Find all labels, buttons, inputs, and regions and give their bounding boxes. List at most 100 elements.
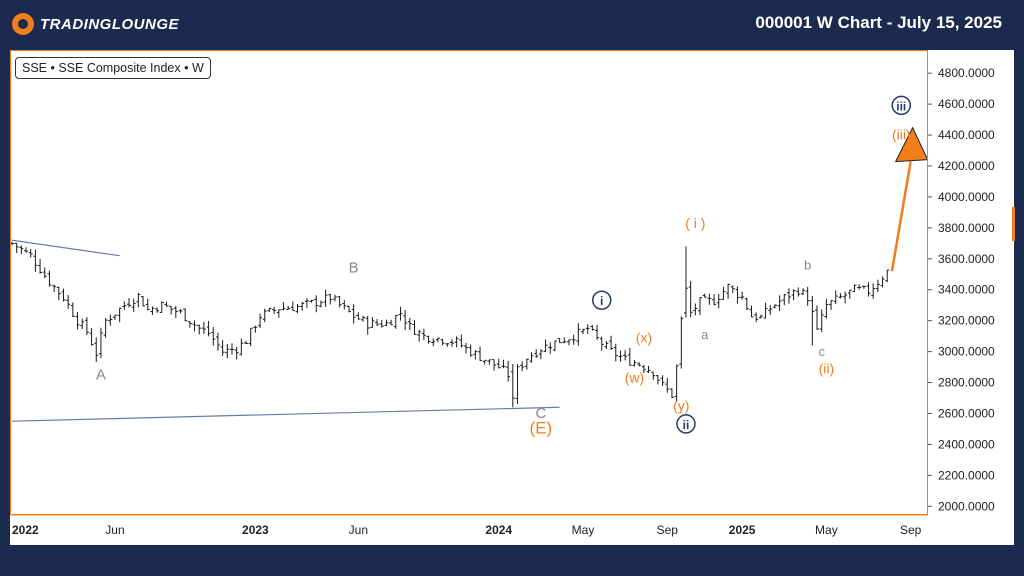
ohlc-bar	[562, 337, 567, 344]
wave-iii-circle-label: iii	[896, 99, 906, 113]
ohlc-bar	[426, 335, 431, 344]
ohlc-bar	[384, 319, 389, 327]
wave-iii-paren-label: (iii)	[892, 127, 911, 143]
ohlc-bar	[38, 258, 43, 274]
ohlc-bar	[440, 338, 445, 346]
ohlc-bar	[431, 338, 436, 347]
ohlc-bar	[875, 279, 880, 293]
ohlc-bar	[861, 285, 866, 289]
ohlc-bar	[646, 365, 651, 373]
symbol-legend[interactable]: SSE • SSE Composite Index • W	[15, 57, 211, 79]
wave-iii-circle-ring	[891, 95, 912, 116]
ohlc-bar	[197, 324, 202, 335]
ohlc-bar	[824, 298, 829, 319]
x-tick-label: 2024	[485, 523, 512, 537]
ohlc-bar	[84, 317, 89, 336]
ohlc-bar	[707, 293, 712, 305]
ohlc-bar	[487, 359, 492, 365]
ohlc-bar	[772, 304, 777, 309]
lower-trendline[interactable]	[11, 406, 560, 422]
ohlc-bar	[744, 297, 749, 310]
x-tick-label: 2022	[12, 523, 39, 537]
ohlc-bar	[852, 284, 857, 293]
ohlc-bar	[581, 328, 586, 334]
ohlc-bar	[688, 280, 693, 318]
ohlc-bar	[435, 337, 440, 343]
ohlc-bar	[524, 358, 529, 370]
ohlc-bar	[346, 305, 351, 313]
ohlc-bar	[740, 291, 745, 300]
ohlc-bar	[351, 304, 356, 324]
upper-trendline[interactable]	[11, 239, 120, 257]
ohlc-bar	[871, 283, 876, 299]
x-tick-label: May	[815, 523, 838, 537]
ohlc-bar	[618, 350, 623, 362]
ohlc-bar	[679, 316, 684, 369]
ohlc-bar	[749, 305, 754, 318]
ohlc-bar	[478, 346, 483, 361]
ohlc-bar	[33, 249, 38, 273]
ohlc-bar	[281, 302, 286, 311]
y-tick-label: 3200.0000	[938, 314, 995, 328]
ohlc-bar	[805, 286, 810, 306]
wave-ii-circle-ring	[676, 414, 696, 434]
ohlc-bar	[613, 343, 618, 362]
wave-i-circle-ring	[591, 290, 612, 310]
ohlc-bar	[295, 304, 300, 314]
ohlc-bar	[857, 284, 862, 290]
ohlc-bar	[145, 298, 150, 311]
ohlc-bar	[323, 289, 328, 308]
ohlc-bar	[800, 288, 805, 295]
header-bar: TRADINGLOUNGE 000001 W Chart - July 15, …	[0, 0, 1024, 48]
ohlc-bar	[47, 270, 52, 287]
ohlc-bar	[454, 336, 459, 348]
y-tick-label: 2800.0000	[938, 376, 995, 390]
ohlc-bar	[56, 286, 61, 301]
projection-arrowhead[interactable]	[894, 126, 929, 163]
ohlc-bar	[244, 340, 249, 345]
ohlc-bar	[632, 360, 637, 367]
ohlc-bar	[276, 309, 281, 318]
ohlc-bar	[538, 349, 543, 360]
chart-panel[interactable]	[10, 50, 1014, 545]
projection-line[interactable]	[890, 161, 912, 272]
ohlc-bar	[449, 339, 454, 347]
ohlc-bar	[75, 311, 80, 330]
ohlc-bar	[112, 314, 117, 320]
ohlc-bar	[791, 289, 796, 301]
ohlc-bar	[229, 343, 234, 355]
ohlc-bar	[239, 338, 244, 356]
ohlc-bar	[819, 309, 824, 332]
wave-C-label: C	[535, 405, 546, 422]
y-tick-label: 4600.0000	[938, 97, 995, 111]
y-tick-label: 4000.0000	[938, 190, 995, 204]
ohlc-bar	[459, 334, 464, 348]
ohlc-bar	[655, 375, 660, 385]
y-tick-label: 4200.0000	[938, 159, 995, 173]
ohlc-bar	[506, 360, 511, 382]
ohlc-bar	[407, 317, 412, 330]
ohlc-bar	[389, 319, 394, 326]
ohlc-bar	[758, 314, 763, 319]
ohlc-bar	[159, 301, 164, 313]
ohlc-bar	[393, 314, 398, 329]
ohlc-bar	[141, 296, 146, 307]
x-tick-label: Jun	[349, 523, 368, 537]
ohlc-bar	[108, 314, 113, 326]
y-tick-label: 2600.0000	[938, 406, 995, 420]
ohlc-bar	[131, 298, 136, 313]
ohlc-bar	[786, 288, 791, 304]
ohlc-bar	[576, 323, 581, 346]
ohlc-bar	[590, 324, 595, 331]
x-tick-label: 2023	[242, 523, 269, 537]
brand-logo[interactable]: TRADINGLOUNGE	[12, 12, 179, 36]
ohlc-bar	[412, 320, 417, 335]
ohlc-bar	[89, 328, 94, 346]
ohlc-bar	[248, 327, 253, 347]
y-tick-label: 2200.0000	[938, 468, 995, 482]
ohlc-bar	[206, 320, 211, 337]
ohlc-bar	[66, 295, 71, 309]
wave-ii-circle-label: ii	[683, 418, 690, 432]
ohlc-bar	[28, 248, 33, 258]
